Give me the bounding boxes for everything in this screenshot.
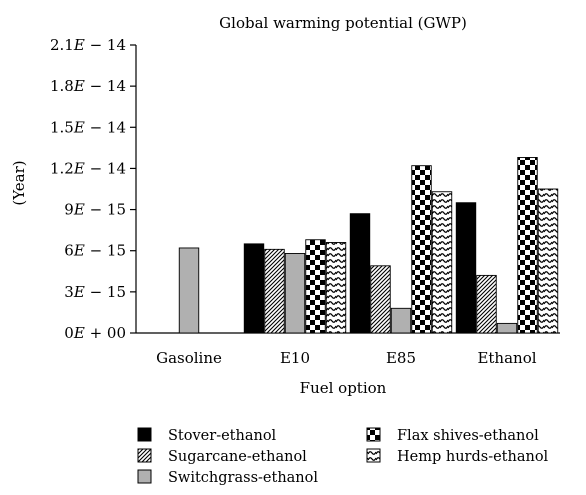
y-tick-label: 3E − 15	[64, 283, 126, 301]
bar-flax-shives-ethanol-e10	[305, 239, 326, 334]
y-axis: 0E + 00 3E − 15 6E − 15 9E − 15 1.2E − 14 1.5…	[50, 36, 137, 342]
legend-label: Switchgrass-ethanol	[168, 470, 318, 486]
legend-swatch	[137, 469, 152, 484]
y-tick-label: 1.2E − 14	[50, 159, 126, 177]
legend-label: Flax shives-ethanol	[397, 428, 539, 444]
legend-swatch	[366, 448, 381, 463]
bar-stover-ethanol-ethanol	[455, 202, 477, 334]
x-axis-label: Fuel option	[300, 379, 387, 397]
bar-switchgrass-ethanol-gasoline	[178, 247, 200, 334]
bar-switchgrass-ethanol-e10	[284, 253, 306, 334]
legend-swatch	[137, 448, 152, 463]
bar-flax-shives-ethanol-ethanol	[517, 157, 538, 334]
bar-sugarcane-ethanol-e10	[264, 248, 285, 334]
x-tick-label: E10	[280, 349, 310, 367]
y-tick-label: 1.5E − 14	[50, 118, 126, 136]
bar-hemp-hurds-ethanol-e85	[431, 191, 453, 334]
y-tick-label: 9E − 15	[64, 201, 126, 219]
bar-sugarcane-ethanol-ethanol	[476, 274, 497, 334]
bars	[178, 157, 559, 334]
y-axis-label: (Year)	[10, 160, 28, 205]
bar-stover-ethanol-e85	[349, 213, 371, 334]
chart-title: Global warming potential (GWP)	[219, 14, 467, 32]
legend-swatch	[137, 427, 152, 442]
y-tick-label: 6E − 15	[64, 242, 126, 260]
legend-swatch	[366, 427, 381, 442]
x-tick-labels: Gasoline E10 E85 Ethanol	[156, 349, 537, 367]
legend-label: Hemp hurds-ethanol	[397, 449, 549, 465]
legend: Stover-ethanol Sugarcane-ethanol Switchgra…	[137, 427, 549, 486]
bar-sugarcane-ethanol-e85	[370, 265, 391, 334]
legend-label: Sugarcane-ethanol	[168, 449, 307, 465]
bar-switchgrass-ethanol-ethanol	[496, 322, 518, 334]
bar-flax-shives-ethanol-e85	[411, 165, 432, 334]
legend-label: Stover-ethanol	[168, 428, 277, 444]
y-tick-label: 1.8E − 14	[50, 77, 126, 95]
y-tick-label: 2.1E − 14	[50, 36, 126, 54]
bar-hemp-hurds-ethanol-ethanol	[537, 188, 559, 334]
x-tick-label: Gasoline	[156, 349, 222, 367]
x-tick-label: E85	[386, 349, 416, 367]
x-tick-label: Ethanol	[477, 349, 536, 367]
y-tick-label: 0E + 00	[64, 324, 126, 342]
bar-hemp-hurds-ethanol-e10	[325, 242, 347, 334]
bar-stover-ethanol-e10	[243, 243, 265, 334]
bar-switchgrass-ethanol-e85	[390, 307, 412, 334]
